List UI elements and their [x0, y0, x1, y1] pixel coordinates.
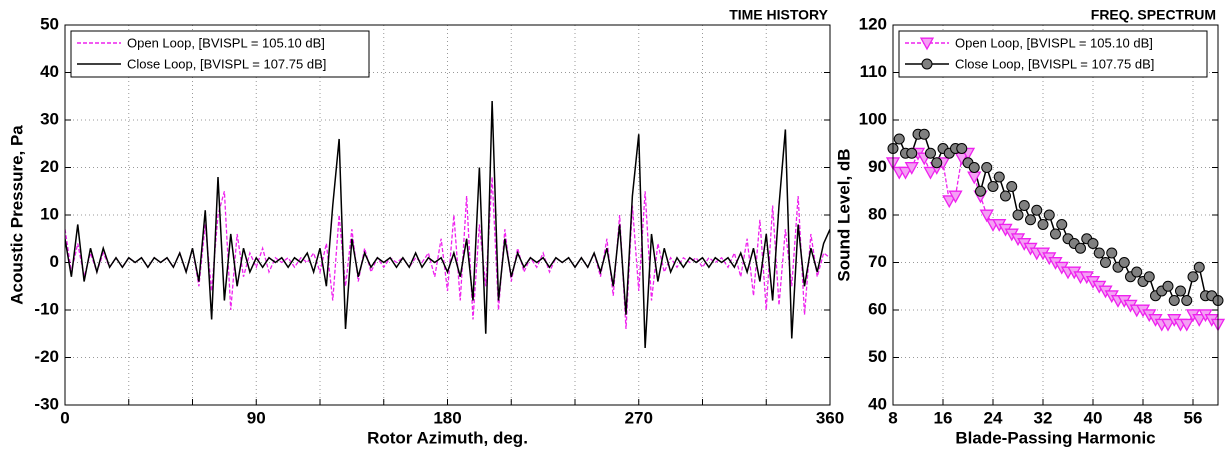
legend-label: Close Loop, [BVISPL = 107.75 dB]: [955, 56, 1154, 71]
marker: [906, 147, 918, 159]
y-tick-label: 120: [859, 14, 887, 33]
marker: [1131, 266, 1143, 278]
y-tick-label: -20: [34, 347, 59, 366]
marker: [1168, 295, 1180, 306]
y-tick-label: 40: [40, 62, 59, 81]
x-tick-label: 0: [60, 408, 69, 427]
marker: [1006, 181, 1018, 192]
y-tick-label: 80: [868, 204, 887, 223]
y-axis-label: Acoustic Pressure, Pa: [7, 125, 26, 305]
marker: [942, 195, 957, 209]
marker: [1175, 285, 1186, 297]
marker: [1100, 257, 1111, 268]
y-tick-label: -30: [34, 394, 59, 413]
x-tick-label: 40: [1084, 408, 1103, 427]
marker: [1075, 242, 1086, 254]
y-tick-label: -10: [34, 299, 59, 318]
marker: [918, 128, 930, 140]
x-tick-label: 24: [984, 408, 1003, 427]
marker: [1118, 257, 1130, 268]
marker: [956, 143, 968, 154]
x-tick-label: 180: [433, 408, 461, 427]
x-tick-label: 270: [625, 408, 653, 427]
marker: [987, 181, 999, 192]
marker: [981, 162, 993, 173]
y-tick-label: 10: [40, 204, 59, 223]
y-tick-label: 0: [50, 252, 59, 271]
y-tick-label: 20: [40, 157, 59, 176]
y-tick-label: 100: [859, 109, 887, 128]
x-axis-label: Blade-Passing Harmonic: [955, 428, 1155, 447]
legend-label: Open Loop, [BVISPL = 105.10 dB]: [955, 35, 1153, 50]
marker: [893, 133, 905, 145]
x-tick-label: 16: [934, 408, 953, 427]
y-tick-label: 110: [860, 62, 887, 81]
marker: [1181, 295, 1193, 306]
y-tick-label: 30: [40, 109, 59, 128]
y-tick-label: 70: [868, 252, 887, 271]
marker: [1037, 219, 1049, 230]
y-tick-label: 40: [868, 394, 887, 413]
legend-marker: [919, 37, 935, 51]
chart-title: TIME HISTORY: [729, 7, 828, 23]
legend-label: Close Loop, [BVISPL = 107.75 dB]: [127, 56, 326, 71]
marker: [1187, 271, 1199, 283]
x-tick-label: 56: [1184, 408, 1203, 427]
marker: [1093, 247, 1105, 259]
x-tick-label: 32: [1034, 408, 1053, 427]
marker: [1056, 219, 1068, 230]
marker: [1160, 318, 1176, 332]
x-tick-label: 360: [816, 408, 844, 427]
x-tick-label: 48: [1134, 408, 1153, 427]
marker: [1000, 190, 1011, 202]
marker: [925, 147, 936, 159]
legend-label: Open Loop, [BVISPL = 105.10 dB]: [127, 35, 325, 50]
marker: [1087, 238, 1099, 249]
marker: [1192, 314, 1207, 327]
marker: [1179, 318, 1194, 332]
plot-frame: [892, 24, 1219, 406]
marker: [1012, 209, 1024, 221]
y-tick-label: 50: [868, 347, 887, 366]
marker: [1106, 247, 1118, 259]
y-axis-label: Sound Level, dB: [834, 148, 853, 281]
marker: [931, 157, 943, 169]
marker: [1193, 261, 1205, 273]
marker: [1025, 214, 1036, 226]
marker: [1043, 209, 1055, 221]
marker: [979, 209, 994, 223]
plot-area: [65, 100, 830, 349]
marker: [1162, 280, 1174, 292]
marker: [975, 185, 986, 197]
marker: [993, 171, 1005, 183]
marker: [904, 162, 919, 175]
legend-box: [898, 30, 1208, 78]
marker: [1018, 200, 1030, 211]
y-tick-label: 60: [868, 299, 887, 318]
y-tick-label: 90: [868, 157, 887, 176]
marker: [948, 190, 963, 204]
y-tick-label: 50: [40, 14, 59, 33]
marker: [1050, 228, 1061, 240]
marker: [923, 166, 938, 180]
marker: [968, 162, 980, 173]
legend-marker: [921, 58, 933, 70]
series-line: [65, 100, 830, 349]
marker: [1031, 204, 1043, 216]
x-tick-label: 8: [888, 408, 897, 427]
marker: [1143, 271, 1155, 283]
chart-title: FREQ. SPECTRUM: [1091, 7, 1216, 23]
series-line: [65, 176, 830, 330]
marker: [898, 166, 913, 180]
x-tick-label: 90: [247, 408, 266, 427]
plot-frame: [64, 24, 831, 406]
legend-box: [70, 30, 370, 78]
x-axis-label: Rotor Azimuth, deg.: [367, 428, 528, 447]
